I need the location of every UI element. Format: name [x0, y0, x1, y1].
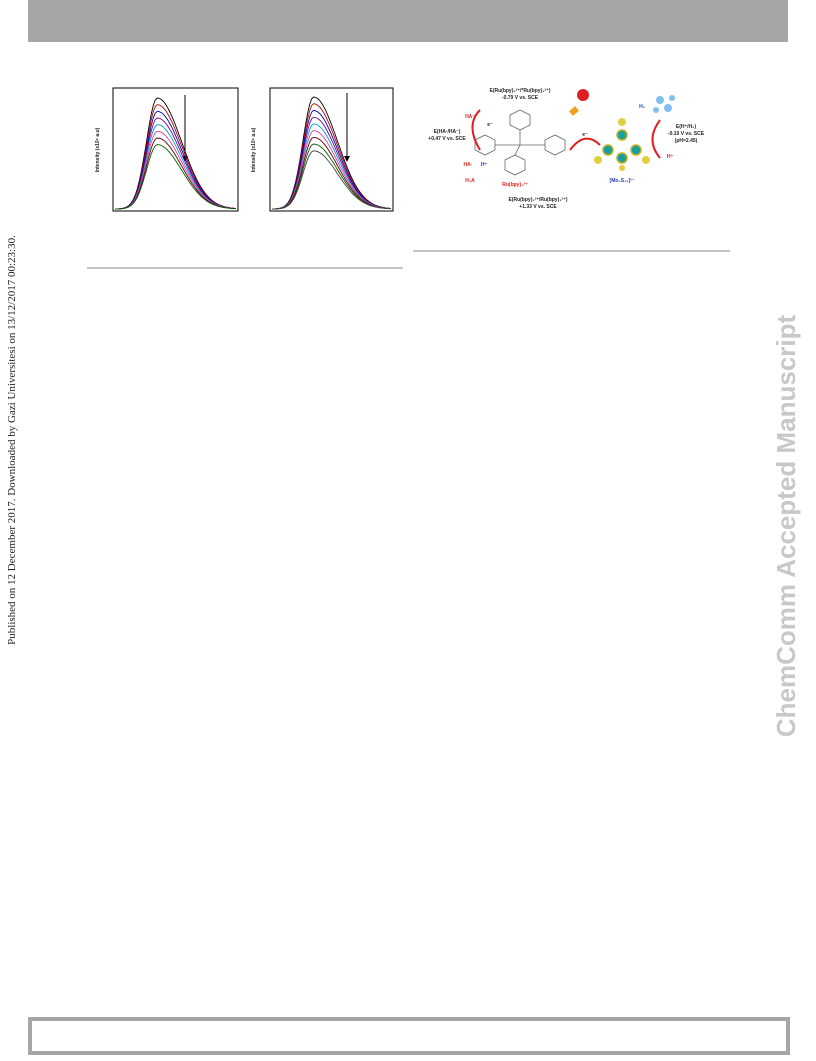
spectrum-curve [272, 96, 392, 210]
spectrum-curve [271, 150, 392, 210]
label: HA⁻ [465, 114, 475, 120]
spectrum-curve [114, 144, 237, 210]
spectrum-curve [271, 130, 392, 210]
label: H⁺ [667, 154, 674, 160]
spectrum-curve [114, 130, 237, 210]
spectrum-panel: Intensity (x10⁶ a.u) [95, 87, 239, 212]
label: E(Ru(bpy)₃³⁺/Ru(bpy)₃²⁺) [508, 197, 567, 203]
y-axis-label: Intensity (x10⁵ a.u) [251, 127, 257, 172]
label: H⁺ [481, 162, 488, 168]
spectrum-curve [114, 137, 237, 210]
spectrum-curve [114, 124, 237, 210]
label: +0.47 V vs. SCE [428, 136, 466, 142]
spectrum-curve [115, 97, 237, 210]
footer-bar [28, 1017, 790, 1055]
label: [Mo₃S₁₃]²⁻ [610, 178, 635, 184]
label: H₂ [639, 104, 645, 110]
spectrum-curve [271, 136, 392, 210]
spectrum-curve [271, 123, 392, 210]
label: HA· [464, 162, 473, 168]
label: +1.33 V vs. SCE [519, 204, 557, 210]
label: e⁻ [582, 132, 588, 138]
label: E(H⁺/H₂) [676, 124, 696, 130]
spectrum-curve [114, 117, 237, 210]
y-axis-label: Intensity (x10⁶ a.u) [95, 127, 101, 172]
spectrum-curve [115, 104, 237, 210]
label: e⁻ [487, 122, 493, 128]
scheme: E(Ru(bpy)₃³⁺/*Ru(bpy)₃²⁺) -0.79 V vs. SC… [428, 88, 704, 210]
watermark: ChemComm Accepted Manuscript [771, 314, 801, 737]
label: -0.10 V vs. SCE [668, 131, 705, 137]
label: (pH=2.45) [675, 138, 698, 144]
label: -0.79 V vs. SCE [502, 95, 539, 101]
spectrum-curve [272, 103, 392, 210]
header-bar [28, 0, 788, 42]
label: Ru(bpy)₃²⁺ [502, 182, 528, 188]
spectrum-panel: Intensity (x10⁵ a.u) [251, 87, 394, 212]
label: E(HA·/HA⁻) [434, 129, 461, 135]
label: E(Ru(bpy)₃³⁺/*Ru(bpy)₃²⁺) [489, 88, 550, 94]
label: H₂A [465, 178, 475, 184]
publication-note: Published on 12 December 2017. Downloade… [6, 235, 18, 645]
spectrum-curve [271, 116, 392, 210]
